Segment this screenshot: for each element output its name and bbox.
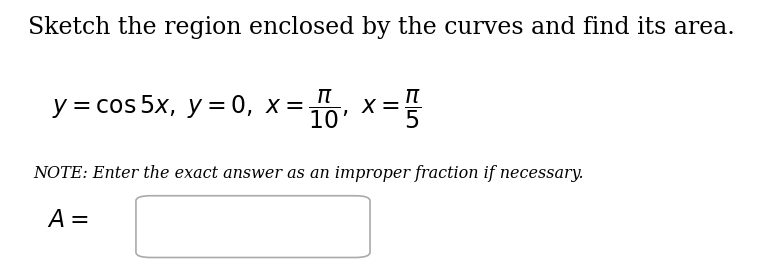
Text: Sketch the region enclosed by the curves and find its area.: Sketch the region enclosed by the curves…	[27, 16, 735, 39]
FancyBboxPatch shape	[136, 196, 370, 258]
Text: NOTE: Enter the exact answer as an improper fraction if necessary.: NOTE: Enter the exact answer as an impro…	[34, 165, 584, 182]
Text: $y = \cos 5x,\ y = 0,\ x = \dfrac{\pi}{10},\ x = \dfrac{\pi}{5}$: $y = \cos 5x,\ y = 0,\ x = \dfrac{\pi}{1…	[52, 88, 421, 131]
Text: $A =$: $A =$	[47, 209, 88, 232]
